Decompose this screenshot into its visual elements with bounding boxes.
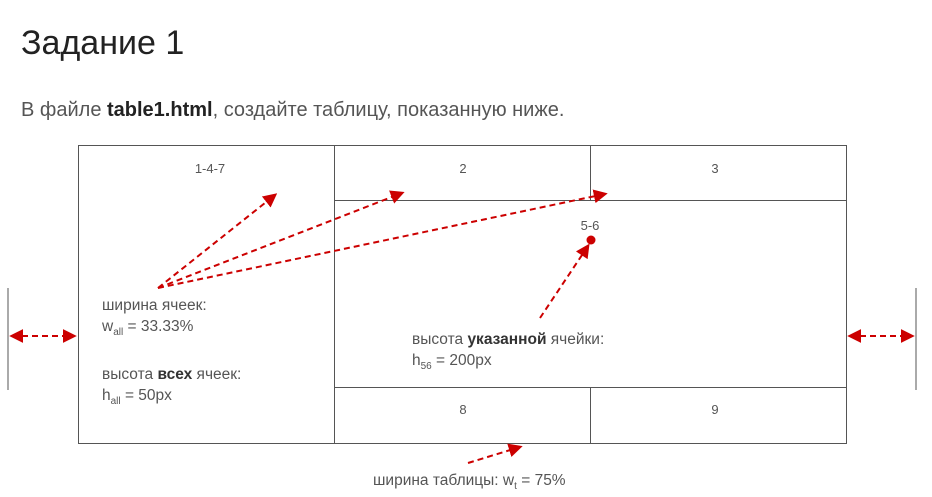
cell-5-6-marker [586, 235, 596, 245]
cell-width-formula: wall = 33.33% [102, 318, 194, 339]
cell56-height-label: высота указанной ячейки: [412, 331, 605, 348]
cell-label-8: 8 [459, 402, 467, 417]
table-border-top [78, 145, 847, 146]
row-divider-bottom [334, 387, 847, 388]
cell-width-label: ширина ячеек: [102, 297, 207, 314]
table-width-note: ширина таблицы: wt = 75% [373, 472, 566, 493]
cell56-height-formula: h56 = 200px [412, 352, 492, 373]
cell-label-1-4-7: 1-4-7 [194, 161, 226, 176]
column-divider-2-bottom [590, 387, 591, 444]
slide-title: Задание 1 [21, 24, 185, 62]
cell-label-9: 9 [711, 402, 719, 417]
table-border-left [78, 145, 79, 444]
arrow-table-width [467, 443, 523, 464]
cell56-height-note: высота указанной ячейки: h56 = 200px [412, 329, 604, 377]
arrow-to-cell-2 [157, 190, 405, 289]
description-suffix: , создайте таблицу, показанную ниже. [212, 99, 565, 121]
filename: table1.html [107, 99, 213, 121]
cell-label-2: 2 [459, 161, 467, 176]
task-description: В файле table1.html, создайте таблицу, п… [21, 99, 564, 122]
description-prefix: В файле [21, 99, 107, 121]
column-divider-2-top [590, 145, 591, 201]
arrow-to-cell-5-6 [539, 243, 590, 319]
table-border-right [846, 145, 847, 444]
column-divider-1 [334, 145, 335, 444]
all-height-formula: hall = 50px [102, 387, 172, 408]
cell-label-3: 3 [711, 161, 719, 176]
all-height-label: высота всех ячеек: [102, 366, 242, 383]
arrow-to-cell-3 [157, 189, 608, 289]
cell-label-5-6: 5-6 [580, 218, 600, 233]
arrow-to-cell-1-4-7 [157, 193, 278, 289]
all-height-note: высота всех ячеек: hall = 50px [102, 364, 241, 412]
cell-width-note: ширина ячеек: wall = 33.33% [102, 295, 207, 343]
row-divider-top [334, 200, 847, 201]
table-border-bottom [78, 443, 847, 444]
